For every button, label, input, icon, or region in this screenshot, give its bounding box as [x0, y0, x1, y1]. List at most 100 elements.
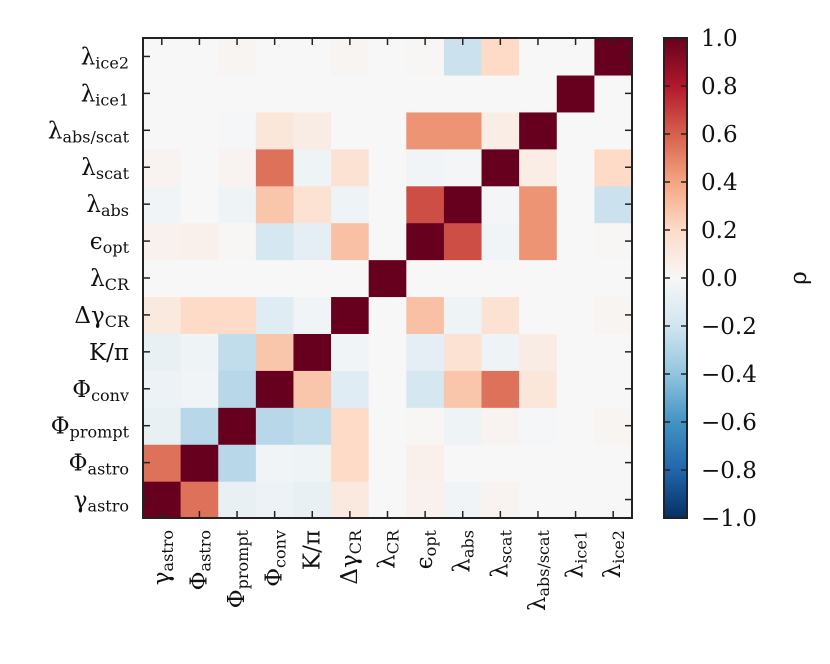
heatmap-cell-2-8 — [443, 407, 483, 445]
heatmap-cell-1-5 — [331, 444, 370, 482]
x-tick-label-12-base: λ — [600, 564, 626, 579]
heatmap-cell-3-5 — [331, 370, 370, 408]
heatmap-cell-4-1 — [180, 333, 219, 371]
heatmap-cell-5-7 — [406, 296, 445, 334]
y-tick-label-3: Φconv — [72, 377, 129, 405]
heatmap-cell-3-2 — [218, 370, 257, 408]
heatmap-cell-6-4 — [293, 259, 332, 298]
heatmap-cell-7-11 — [556, 222, 595, 261]
heatmap-cell-8-11 — [556, 185, 595, 224]
heatmap-cell-5-11 — [556, 296, 595, 334]
x-tick-label-4-base: K/π — [299, 530, 325, 570]
heatmap-cell-8-1 — [180, 185, 219, 224]
heatmap-cell-2-2 — [218, 407, 257, 445]
x-tick-label-0-sub: astro — [158, 530, 177, 571]
y-tick-label-12-base: λ — [81, 44, 96, 70]
x-tick-label-12-sub: ice2 — [609, 530, 628, 564]
x-tick-label-6: λCR — [375, 529, 403, 569]
heatmap-cell-5-8 — [443, 296, 483, 334]
heatmap-cell-4-3 — [255, 333, 295, 371]
colorbar-tick-label-10: 1.0 — [701, 26, 738, 52]
x-tick-label-3: Φconv — [262, 530, 290, 587]
colorbar-tick-label-1: −0.8 — [701, 458, 757, 484]
y-tick-label-10-sub: abs/scat — [62, 127, 129, 146]
heatmap-cell-6-9 — [481, 259, 520, 298]
x-tick-label-10: λabs/scat — [525, 529, 553, 611]
heatmap-cell-3-11 — [556, 370, 595, 408]
heatmap-cell-4-5 — [331, 333, 370, 371]
heatmap-cell-8-5 — [331, 185, 370, 224]
heatmap-cell-11-4 — [293, 74, 332, 113]
heatmap-cell-1-8 — [443, 444, 483, 482]
y-tick-label-10-base: λ — [48, 118, 63, 144]
x-tick-label-1-base: Φ — [186, 571, 212, 590]
heatmap-cell-11-10 — [519, 74, 558, 113]
y-tick-label-10: λabs/scat — [48, 118, 130, 146]
heatmap-cell-11-5 — [331, 74, 370, 113]
x-tick-label-2: Φprompt — [224, 529, 252, 608]
heatmap-cell-10-2 — [218, 111, 257, 150]
x-tick-label-5-sub: CR — [346, 529, 365, 554]
heatmap-cell-8-6 — [368, 185, 407, 224]
colorbar-tick-label-2: −0.6 — [701, 410, 757, 436]
heatmap-cell-4-2 — [218, 333, 257, 371]
heatmap-cell-4-9 — [481, 333, 520, 371]
heatmap-cell-7-10 — [519, 222, 558, 261]
heatmap-cell-10-8 — [443, 111, 483, 150]
heatmap-cell-8-7 — [406, 185, 445, 224]
heatmap-cell-7-7 — [406, 222, 445, 261]
heatmap-cell-1-11 — [556, 444, 595, 482]
colorbar-tick-label-8: 0.6 — [701, 122, 738, 148]
y-tick-label-6: λCR — [90, 266, 130, 294]
heatmap-cell-10-4 — [293, 111, 332, 150]
heatmap-cell-10-3 — [255, 111, 295, 150]
heatmap-cell-1-10 — [519, 444, 558, 482]
heatmap-cell-1-1 — [180, 444, 219, 482]
heatmap-cell-8-4 — [293, 185, 332, 224]
y-tick-label-12-sub: ice2 — [95, 53, 129, 72]
x-tick-label-10-sub: abs/scat — [534, 529, 553, 596]
heatmap-cell-1-6 — [368, 444, 407, 482]
y-tick-label-11: λice1 — [81, 81, 129, 109]
heatmap-cell-6-8 — [443, 259, 483, 298]
heatmap-cell-11-11 — [556, 74, 595, 113]
heatmap-cell-2-9 — [481, 407, 520, 445]
y-tick-label-0-sub: astro — [88, 497, 129, 516]
heatmap-cell-4-7 — [406, 333, 445, 371]
heatmap-cell-2-6 — [368, 407, 407, 445]
colorbar-tick-label-6: 0.2 — [701, 218, 738, 244]
y-tick-label-0-base: γ — [74, 488, 88, 514]
heatmap-cell-9-8 — [443, 148, 483, 187]
y-tick-label-2-sub: prompt — [70, 423, 130, 442]
y-tick-label-6-sub: CR — [105, 275, 130, 294]
x-tick-label-1-sub: astro — [195, 530, 214, 571]
heatmap-cell-10-5 — [331, 111, 370, 150]
heatmap-cell-9-9 — [481, 148, 520, 187]
y-tick-label-8: λabs — [86, 192, 129, 220]
heatmap-cell-11-9 — [481, 74, 520, 113]
colorbar-ticks: −1.0 −0.8 −0.6 −0.4 −0.2 0.0 0.2 0.4 0.6 0.8 1.0 — [664, 26, 757, 532]
heatmap-cell-5-3 — [255, 296, 295, 334]
heatmap-cell-8-8 — [443, 185, 483, 224]
heatmap-cell-3-6 — [368, 370, 407, 408]
y-tick-label-7-base: ϵ — [90, 229, 103, 255]
heatmap-cell-7-6 — [368, 222, 407, 261]
heatmap-cell-3-10 — [519, 370, 558, 408]
heatmap-cell-7-3 — [255, 222, 295, 261]
y-tick-label-1: Φastro — [69, 451, 129, 479]
heatmap-cell-5-2 — [218, 296, 257, 334]
x-tick-label-11: λice1 — [563, 530, 591, 578]
colorbar-tick-label-0: −1.0 — [701, 506, 757, 532]
heatmap-cell-9-3 — [255, 148, 295, 187]
heatmap-cell-6-3 — [255, 259, 295, 298]
heatmap-cell-2-1 — [180, 407, 219, 445]
heatmap-cell-1-2 — [218, 444, 257, 482]
x-tick-label-3-sub: conv — [271, 530, 290, 568]
heatmap-cell-5-6 — [368, 296, 407, 334]
y-tick-label-12: λice2 — [81, 44, 129, 72]
heatmap-cell-8-10 — [519, 185, 558, 224]
y-tick-label-11-sub: ice1 — [95, 90, 129, 109]
heatmap-cell-9-11 — [556, 148, 595, 187]
heatmap-cell-9-2 — [218, 148, 257, 187]
